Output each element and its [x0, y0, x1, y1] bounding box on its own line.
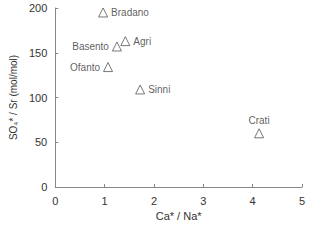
svg-text:0: 0: [41, 181, 47, 193]
svg-text:Ca* / Na*: Ca* / Na*: [156, 210, 203, 222]
svg-text:0: 0: [52, 195, 58, 207]
svg-text:SO₄* / Sr (mol/mol): SO₄* / Sr (mol/mol): [8, 55, 19, 140]
svg-text:4: 4: [250, 195, 256, 207]
svg-text:Crati: Crati: [249, 115, 270, 126]
svg-text:Sinni: Sinni: [148, 84, 170, 95]
svg-text:5: 5: [299, 195, 305, 207]
svg-text:200: 200: [29, 2, 47, 14]
svg-text:Ofanto: Ofanto: [70, 62, 100, 73]
svg-text:1: 1: [102, 195, 108, 207]
svg-text:150: 150: [29, 47, 47, 59]
svg-text:2: 2: [151, 195, 157, 207]
svg-text:3: 3: [200, 195, 206, 207]
svg-text:Agri: Agri: [133, 36, 151, 47]
svg-text:Basento: Basento: [72, 41, 109, 52]
svg-text:50: 50: [35, 136, 47, 148]
svg-text:100: 100: [29, 92, 47, 104]
svg-text:Bradano: Bradano: [111, 7, 149, 18]
